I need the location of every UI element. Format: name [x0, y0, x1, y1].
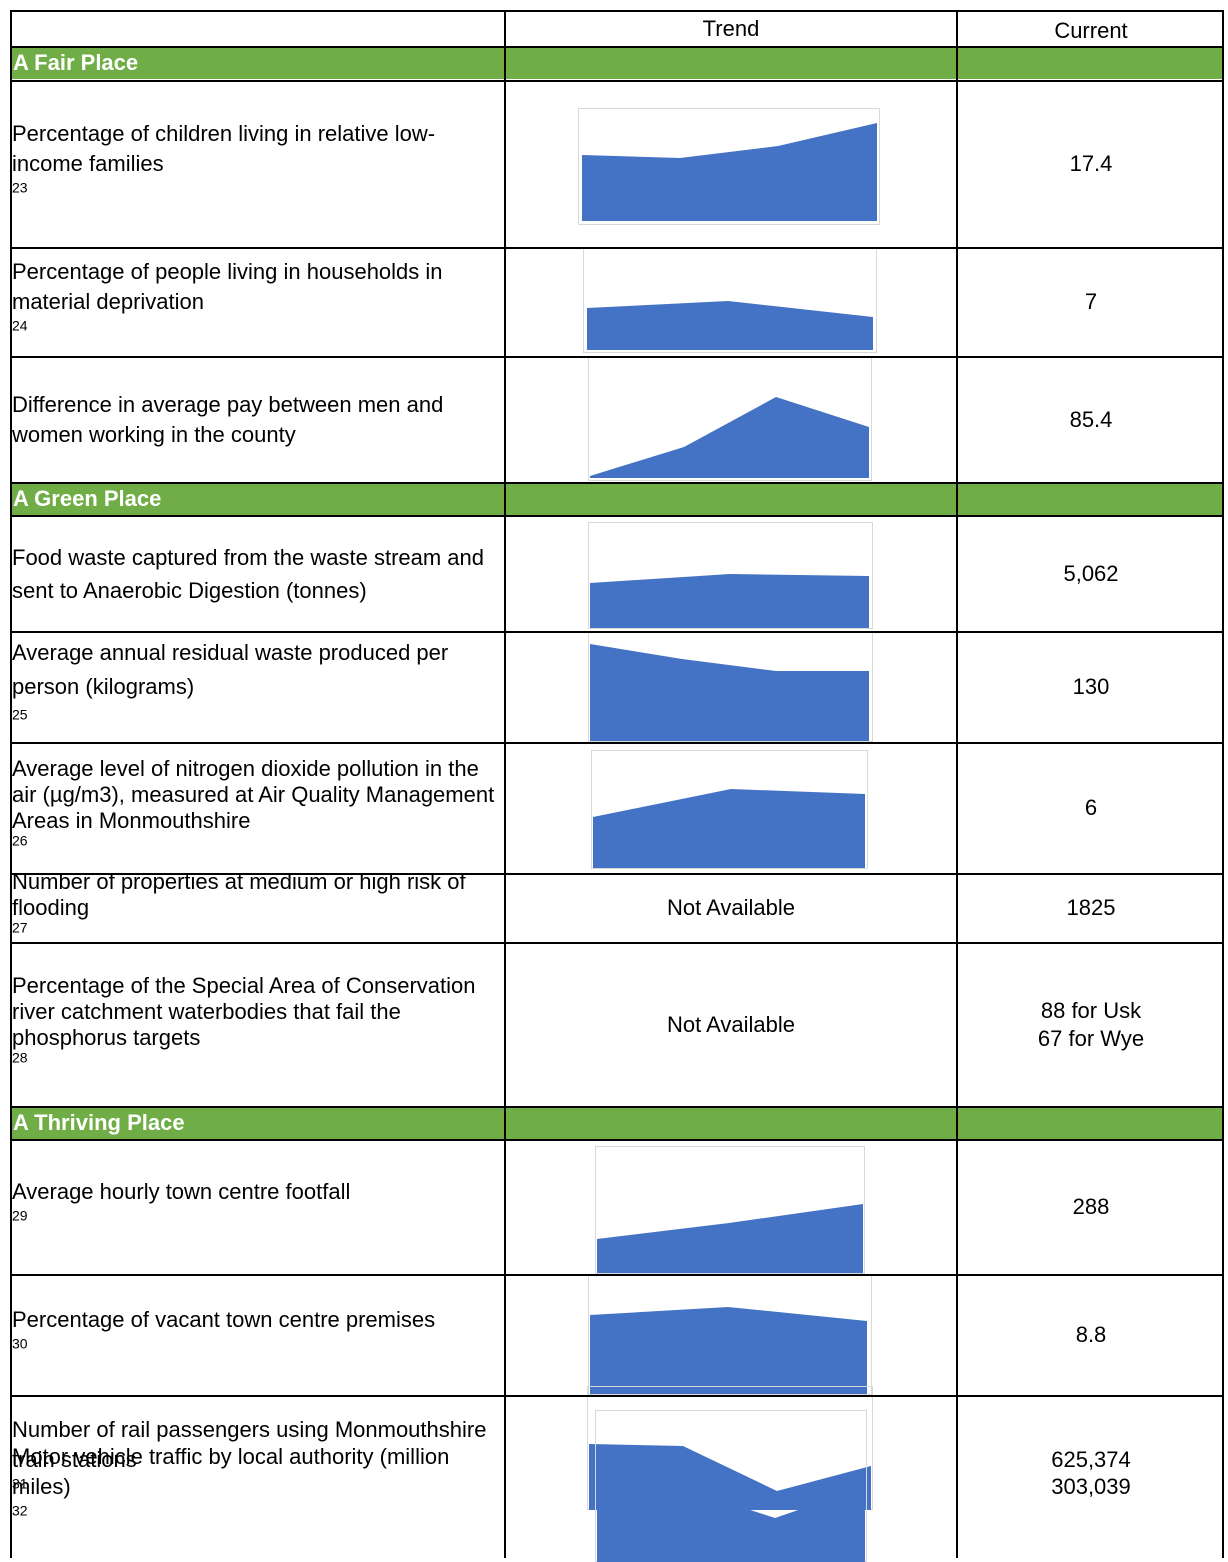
trend-sparkline-row6 [591, 750, 868, 869]
row-label: Percentage of vacant town centre premise… [12, 1307, 436, 1352]
grid-row-sep [10, 356, 1224, 358]
current-value-multi: 88 for Usk 67 for Wye [958, 943, 1224, 1106]
current-value: 303,039 [1051, 1473, 1131, 1499]
current-value: 625,374 [1051, 1447, 1131, 1472]
grid-row-sep [10, 482, 1224, 484]
grid-row-sep [10, 1395, 1224, 1397]
row-label: Percentage of the Special Area of Conser… [12, 972, 476, 1066]
grid-row-sep [10, 873, 1224, 875]
grid-row-sep [10, 1139, 1224, 1141]
current-value: 85.4 [1069, 406, 1113, 432]
current-value: 8.8 [1075, 1322, 1107, 1347]
grid-top [10, 10, 1224, 12]
current-value: 6 [1084, 795, 1098, 820]
trend-sparkline-row1 [578, 108, 880, 225]
row-label: Number of rail passengers using Monmouth… [12, 1417, 487, 1492]
trend-sparkline-row9 [595, 1146, 865, 1274]
grid-row-sep [10, 742, 1224, 744]
row-label: Number of properties at medium or high r… [12, 869, 466, 936]
header-current: Current [1054, 18, 1128, 43]
row-label: Percentage of people living in household… [12, 259, 443, 334]
current-value: 17.4 [1069, 150, 1113, 176]
section-title-thriving: A Thriving Place [13, 1110, 185, 1135]
trend-area [590, 644, 869, 741]
current-value: 288 [1072, 1194, 1110, 1219]
row-label: Percentage of children living in relativ… [12, 120, 436, 196]
grid-row-sep [10, 80, 1224, 82]
section-band-fair [10, 47, 1224, 79]
grid-row-sep [10, 631, 1224, 633]
trend-area [597, 1204, 863, 1273]
trend-area [590, 574, 869, 628]
grid-row-sep [10, 942, 1224, 944]
current-value: 1825 [1066, 895, 1116, 920]
trend-sparkline-row3 [588, 357, 872, 481]
row-label: Average level of nitrogen dioxide pollut… [12, 756, 495, 849]
row-label: Difference in average pay between men an… [12, 391, 444, 447]
current-value-usk: 88 for Usk [1040, 997, 1142, 1023]
trend-area [590, 397, 869, 478]
trend-area [590, 1307, 867, 1394]
row-label: Average annual residual waste produced p… [12, 640, 449, 723]
trend-sparkline-row2 [583, 247, 877, 353]
trend-area [597, 1487, 865, 1562]
row-label: Average hourly town centre footfall 29 [12, 1179, 351, 1224]
trend-sparkline-row4 [588, 522, 873, 629]
header-trend: Trend [702, 16, 760, 41]
grid-right [1222, 10, 1224, 1558]
grid-col1 [504, 10, 506, 1558]
section-band-thriving [10, 1107, 1224, 1139]
current-value: 130 [1072, 674, 1110, 699]
section-title-fair: A Fair Place [13, 50, 139, 75]
trend-area [587, 301, 873, 350]
grid-row-sep [10, 1274, 1224, 1276]
trend-area [582, 123, 877, 221]
trend-sparkline-row10 [588, 1275, 872, 1395]
grid-row-sep [10, 247, 1224, 249]
trend-sparkline-row5 [588, 632, 873, 742]
trend-not-available: Not Available [666, 1011, 795, 1037]
row-label: Motor vehicle traffic by local authority… [12, 1443, 450, 1519]
grid-row-sep [10, 46, 1224, 48]
trend-sparkline-row12 [595, 1410, 867, 1562]
trend-area [593, 789, 865, 868]
grid-row-sep [10, 1106, 1224, 1108]
section-band-green [10, 483, 1224, 515]
grid-col2 [956, 10, 958, 1558]
section-title-green: A Green Place [13, 486, 162, 511]
row-label: Food waste captured from the waste strea… [12, 544, 485, 603]
grid-left [10, 10, 12, 1558]
trend-not-available: Not Available [666, 895, 795, 920]
current-value-wye: 67 for Wye [1037, 1025, 1145, 1051]
indicator-table: Trend Current A Fair Place A Green Place… [10, 10, 1224, 1558]
current-value: 5,062 [1063, 560, 1119, 586]
grid-row-sep [10, 515, 1224, 517]
current-value: 7 [1084, 289, 1098, 314]
